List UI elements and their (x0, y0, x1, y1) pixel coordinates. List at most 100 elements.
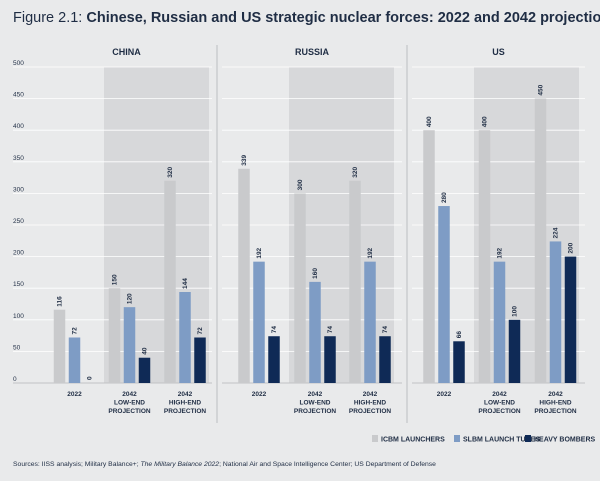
x-category-label: HIGH-END (539, 400, 571, 407)
x-category-label: 2042 (122, 391, 137, 398)
bar-russia-3-2 (364, 261, 376, 383)
x-category-label: PROJECTION (478, 408, 521, 415)
bar-china-1-1 (53, 309, 66, 383)
data-label: 400 (482, 116, 489, 127)
bar-china-2-1 (108, 288, 121, 383)
x-category-label: LOW-END (484, 400, 515, 407)
bar-russia-3-1 (349, 180, 361, 383)
bar-us-1-3 (453, 341, 465, 383)
bar-us-3-2 (549, 241, 562, 383)
data-label: 120 (127, 293, 134, 304)
bar-us-2-2 (493, 261, 506, 383)
bar-russia-3-3 (379, 336, 391, 383)
bar-russia-1-2 (253, 261, 265, 383)
bar-russia-2-1 (294, 193, 306, 383)
bar-russia-1-1 (238, 168, 250, 383)
bar-russia-1-3 (268, 336, 280, 383)
data-label: 74 (327, 326, 334, 334)
x-category-label: 2042 (178, 391, 193, 398)
bar-china-3-1 (164, 180, 176, 383)
x-category-label: PROJECTION (108, 408, 151, 415)
figure-number: Figure 2.1: (13, 10, 83, 26)
data-label: 72 (72, 327, 79, 335)
y-tick-label: 300 (13, 186, 24, 193)
legend-label-1: ICBM LAUNCHERS (381, 437, 445, 444)
data-label: 100 (512, 306, 519, 317)
data-label: 150 (112, 274, 119, 285)
bar-us-3-1 (534, 98, 547, 383)
data-label: 300 (297, 179, 304, 190)
data-label: 116 (57, 296, 64, 307)
y-tick-label: 0 (13, 376, 17, 383)
y-tick-label: 400 (13, 123, 24, 130)
y-tick-label: 450 (13, 92, 24, 99)
y-tick-label: 100 (13, 313, 24, 320)
bar-us-2-3 (508, 319, 521, 383)
data-label: 74 (382, 326, 389, 334)
data-label: 72 (197, 327, 204, 335)
y-tick-label: 250 (13, 218, 24, 225)
data-label: 160 (312, 268, 319, 279)
legend-label-3: HEAVY BOMBERS (534, 437, 596, 444)
x-category-label: 2042 (308, 391, 323, 398)
bar-us-1-1 (423, 130, 435, 383)
y-tick-label: 150 (13, 281, 24, 288)
data-label: 74 (271, 326, 278, 334)
x-category-label: 2022 (67, 391, 82, 398)
x-category-label: LOW-END (300, 400, 331, 407)
data-label: 192 (497, 247, 504, 258)
sources-prefix: Sources: IISS analysis; Military Balance… (13, 461, 141, 468)
data-label: 144 (182, 278, 189, 289)
data-label: 450 (538, 84, 545, 95)
x-category-label: 2042 (548, 391, 563, 398)
legend-swatch-3 (525, 435, 531, 442)
y-tick-label: 50 (13, 344, 21, 351)
data-label: 224 (553, 227, 560, 238)
figure-title-text: Chinese, Russian and US strategic nuclea… (86, 10, 600, 26)
data-label: 66 (456, 331, 463, 339)
y-tick-label: 200 (13, 250, 24, 257)
panel-title-china: CHINA (112, 47, 141, 57)
bar-russia-2-2 (309, 281, 321, 383)
x-category-label: 2042 (363, 391, 378, 398)
y-tick-label: 350 (13, 155, 24, 162)
data-label: 40 (142, 347, 149, 355)
x-category-label: PROJECTION (294, 408, 337, 415)
panel-title-russia: RUSSIA (295, 47, 330, 57)
data-label: 192 (367, 247, 374, 258)
sources-suffix: ; National Air and Space Intelligence Ce… (219, 461, 436, 468)
bar-us-2-1 (478, 130, 491, 383)
data-label: 320 (352, 167, 359, 178)
x-category-label: 2022 (252, 391, 267, 398)
x-category-label: PROJECTION (534, 408, 577, 415)
panel-title-us: US (492, 47, 505, 57)
x-category-label: HIGH-END (169, 400, 201, 407)
legend-swatch-1 (372, 435, 378, 442)
bar-china-3-3 (194, 337, 206, 383)
data-label: 320 (167, 167, 174, 178)
data-label: 192 (256, 247, 263, 258)
bar-us-1-2 (438, 206, 450, 383)
x-category-label: LOW-END (114, 400, 145, 407)
figure-title: Figure 2.1: Chinese, Russian and US stra… (13, 10, 600, 26)
bar-china-3-2 (179, 291, 191, 383)
data-label: 0 (87, 376, 94, 380)
legend-label-2: SLBM LAUNCH TUBES (463, 437, 540, 444)
x-category-label: PROJECTION (164, 408, 207, 415)
data-label: 339 (241, 155, 248, 166)
data-label: 280 (441, 192, 448, 203)
bar-us-3-3 (564, 256, 577, 383)
x-category-label: 2042 (492, 391, 507, 398)
data-label: 200 (568, 242, 575, 253)
bar-china-2-3 (138, 357, 151, 383)
y-tick-label: 500 (13, 60, 24, 67)
data-label: 400 (426, 116, 433, 127)
x-category-label: 2022 (437, 391, 452, 398)
bar-china-1-2 (68, 337, 81, 383)
bar-russia-2-3 (324, 336, 336, 383)
x-category-label: PROJECTION (349, 408, 392, 415)
x-category-label: HIGH-END (354, 400, 386, 407)
sources-note: Sources: IISS analysis; Military Balance… (13, 461, 436, 468)
